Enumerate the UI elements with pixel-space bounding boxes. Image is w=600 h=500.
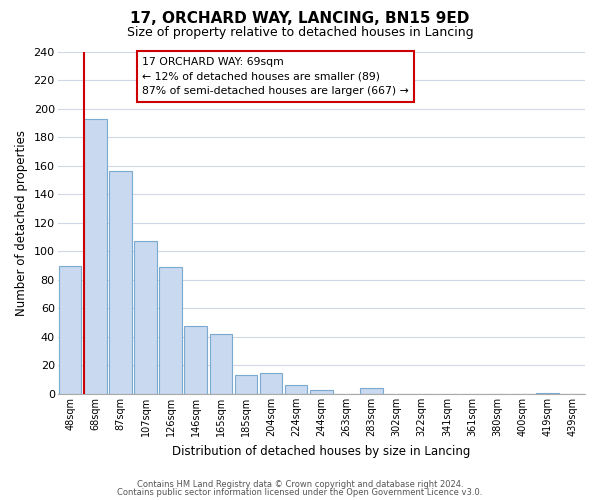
Bar	[184, 326, 207, 394]
Text: Contains HM Land Registry data © Crown copyright and database right 2024.: Contains HM Land Registry data © Crown c…	[137, 480, 463, 489]
Bar	[109, 172, 131, 394]
Bar	[310, 390, 332, 394]
Bar	[84, 118, 107, 394]
Bar	[209, 334, 232, 394]
Bar	[235, 376, 257, 394]
Bar	[59, 266, 82, 394]
Bar	[285, 386, 307, 394]
Text: 17 ORCHARD WAY: 69sqm
← 12% of detached houses are smaller (89)
87% of semi-deta: 17 ORCHARD WAY: 69sqm ← 12% of detached …	[142, 56, 409, 96]
Text: Size of property relative to detached houses in Lancing: Size of property relative to detached ho…	[127, 26, 473, 39]
Bar	[360, 388, 383, 394]
Text: 17, ORCHARD WAY, LANCING, BN15 9ED: 17, ORCHARD WAY, LANCING, BN15 9ED	[130, 11, 470, 26]
Bar	[159, 267, 182, 394]
Bar	[536, 392, 559, 394]
Y-axis label: Number of detached properties: Number of detached properties	[15, 130, 28, 316]
Text: Contains public sector information licensed under the Open Government Licence v3: Contains public sector information licen…	[118, 488, 482, 497]
Bar	[260, 372, 283, 394]
X-axis label: Distribution of detached houses by size in Lancing: Distribution of detached houses by size …	[172, 444, 470, 458]
Bar	[134, 242, 157, 394]
